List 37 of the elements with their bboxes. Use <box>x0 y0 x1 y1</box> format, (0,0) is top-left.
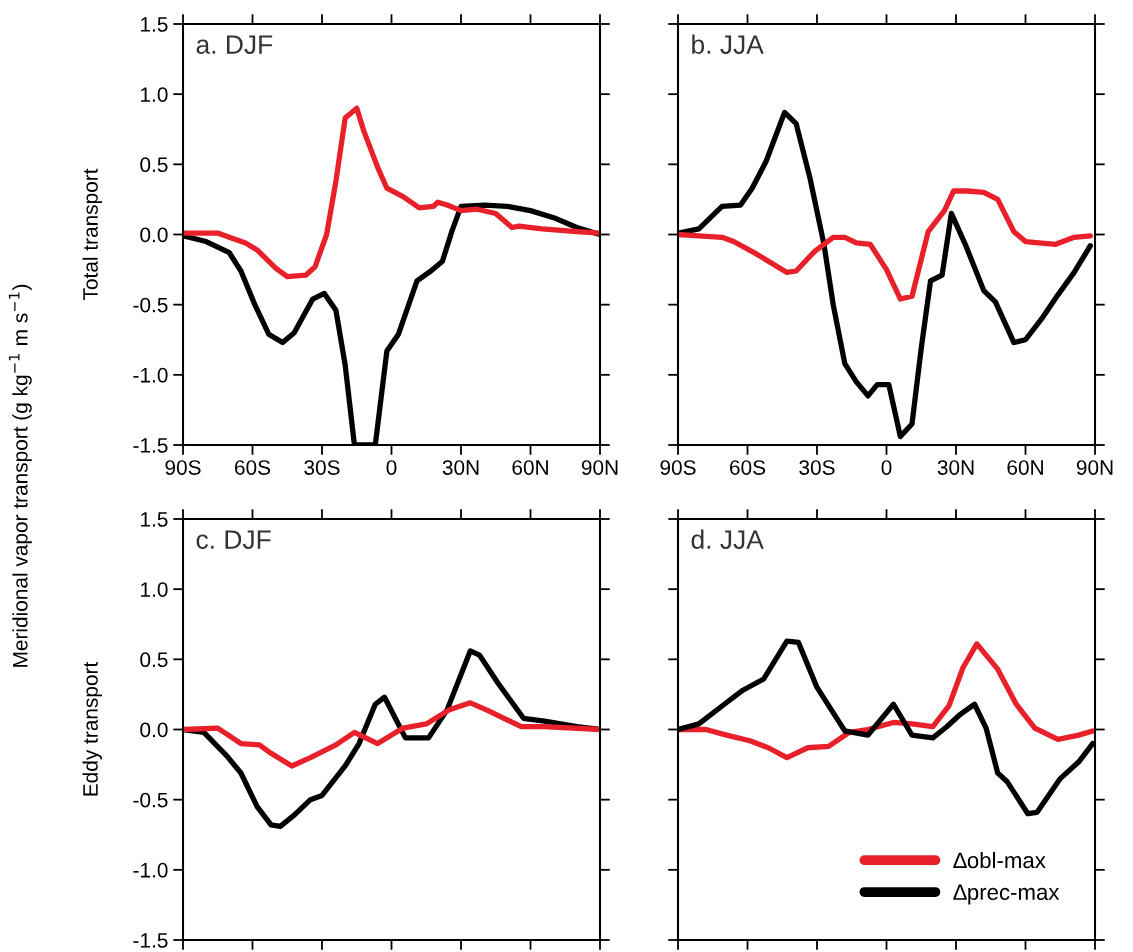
chart-title: a. DJF <box>196 35 273 54</box>
y-tick-label: 0.5 <box>140 157 168 173</box>
x-tick-label: 90S <box>165 460 201 475</box>
y-tick-label: -1.5 <box>133 438 168 453</box>
y-tick-label: -1.5 <box>133 933 168 948</box>
x-tick-label: 90N <box>1076 460 1113 475</box>
y-tick-label: 0.0 <box>140 227 168 243</box>
y-tick-label: -1.0 <box>133 862 168 878</box>
y-tick-label: 1.5 <box>141 17 168 32</box>
x-tick-label: 30N <box>937 460 974 475</box>
x-tick-label: 60S <box>235 460 271 475</box>
x-tick-label: 30N <box>442 460 479 475</box>
x-tick-label: 90S <box>660 460 696 475</box>
chart-title: b. JJA <box>692 34 764 54</box>
y-tick-label: -0.5 <box>133 792 168 808</box>
x-tick-label: 60N <box>1007 460 1043 475</box>
x-tick-label: 90N <box>581 460 618 475</box>
y-tick-label: 1.0 <box>141 87 168 102</box>
x-tick-label: 0 <box>386 460 397 475</box>
y-axis-title: Eddy transport <box>82 661 102 796</box>
x-tick-label: 60S <box>730 460 766 475</box>
y-tick-label: 1.5 <box>141 512 168 527</box>
chart-title: d. JJA <box>691 529 764 549</box>
y-tick-label: 0.5 <box>140 652 168 668</box>
text: Meridional vapor transport (g kg$^{−1}$ m s$^{−1}$) <box>8 284 32 667</box>
y-tick-label: 1.0 <box>141 582 168 597</box>
x-tick-label: 60N <box>512 460 548 475</box>
chart-title: c. DJF <box>196 530 271 549</box>
x-tick-label: 0 <box>881 460 892 475</box>
y-axis-title: Total transport <box>82 168 102 301</box>
y-tick-label: 0.0 <box>140 722 168 738</box>
y-tick-label: -1.0 <box>133 367 168 383</box>
y-tick-label: -0.5 <box>133 297 168 313</box>
legend-label: ∆obl-max <box>953 851 1046 869</box>
legend-label: ∆prec-max <box>953 884 1060 905</box>
x-tick-label: 30S <box>304 460 340 475</box>
x-tick-label: 30S <box>799 460 835 475</box>
